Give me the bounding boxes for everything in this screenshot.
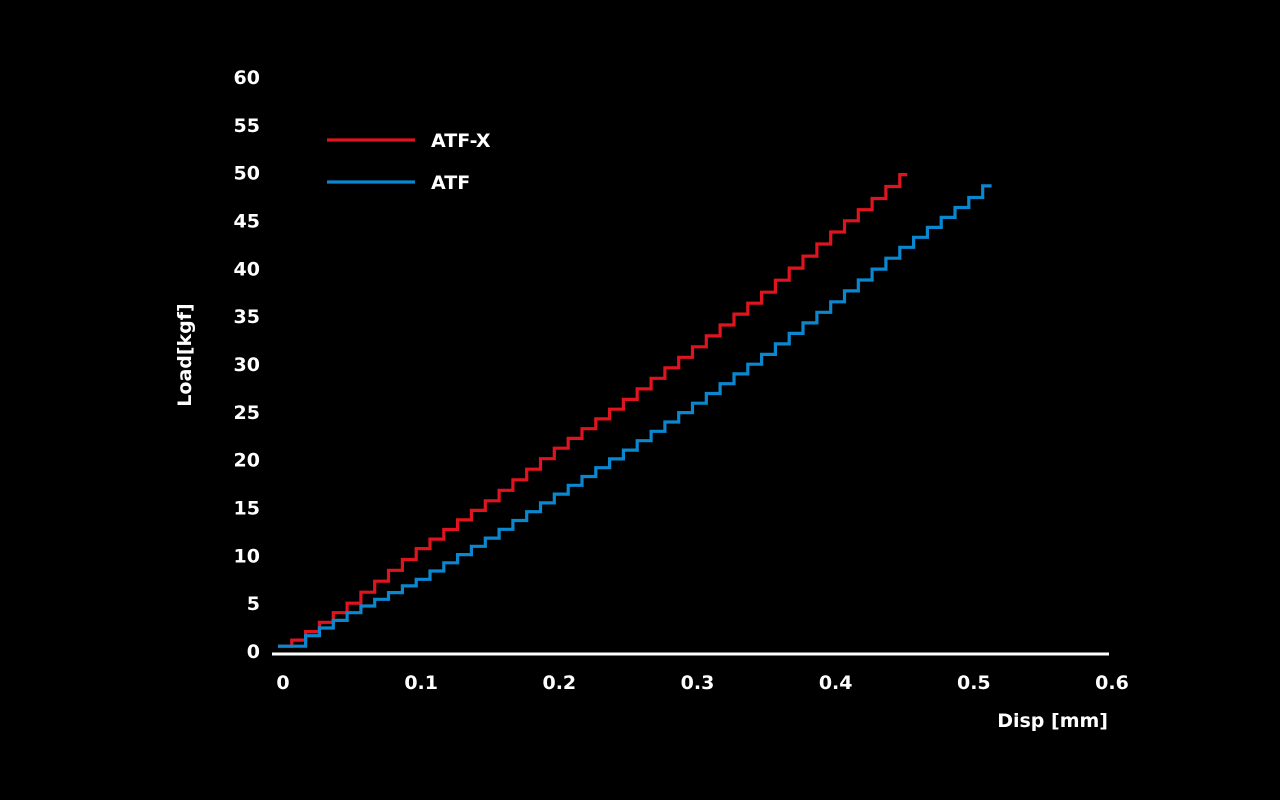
y-tick-label: 20 [234, 450, 260, 472]
x-tick-label: 0.1 [404, 672, 438, 694]
y-tick-label: 15 [234, 498, 260, 520]
y-tick-label: 0 [247, 641, 260, 663]
x-tick-label: 0.2 [542, 672, 576, 694]
x-axis-title: Disp [mm] [997, 710, 1108, 732]
x-tick-label: 0.4 [819, 672, 853, 694]
y-tick-label: 25 [234, 402, 260, 424]
legend: ATF-X ATF [327, 130, 491, 194]
y-axis-title: Load[kgf] [174, 303, 196, 406]
series-line-0 [278, 173, 908, 648]
y-tick-label: 55 [234, 115, 260, 137]
x-tick-labels: 0 0.1 0.2 0.3 0.4 0.5 0.6 [276, 672, 1128, 694]
y-tick-label: 10 [234, 545, 260, 567]
x-tick-label: 0.6 [1095, 672, 1129, 694]
y-tick-label: 35 [234, 306, 260, 328]
y-tick-labels: 0 5 10 15 20 25 30 35 40 45 50 55 60 [234, 67, 260, 663]
legend-label-0: ATF-X [431, 130, 491, 152]
y-tick-label: 40 [234, 258, 260, 280]
y-tick-label: 45 [234, 211, 260, 233]
x-tick-label: 0.5 [957, 672, 991, 694]
y-tick-label: 50 [234, 163, 260, 185]
legend-label-1: ATF [431, 172, 470, 194]
x-tick-label: 0.3 [681, 672, 715, 694]
y-tick-label: 60 [234, 67, 260, 89]
series-layer [278, 173, 992, 648]
x-tick-label: 0 [276, 672, 289, 694]
series-line-1 [278, 184, 992, 648]
y-tick-label: 30 [234, 354, 260, 376]
y-tick-label: 5 [247, 593, 260, 615]
